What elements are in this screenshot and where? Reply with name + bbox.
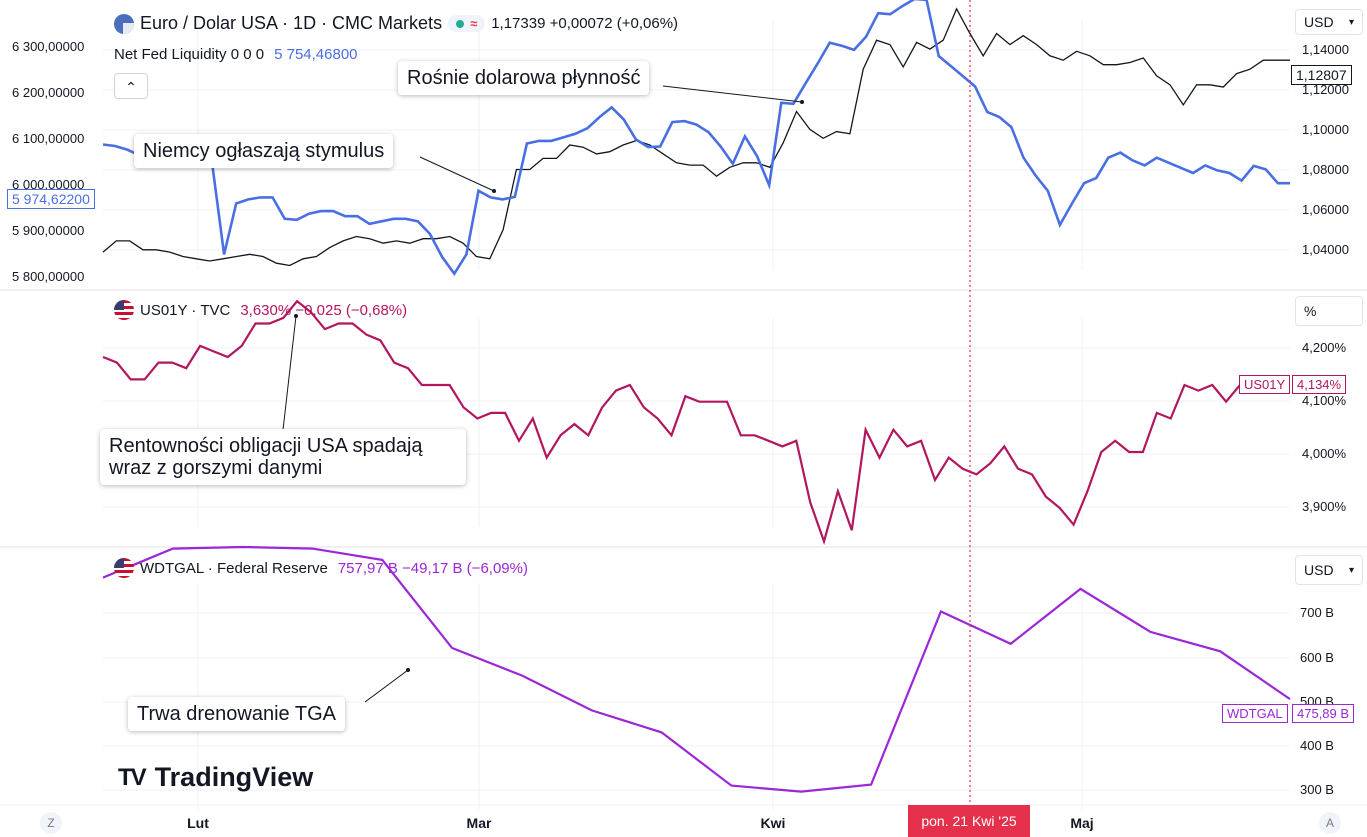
pane3-currency-selector[interactable]: USD ▾ [1295, 555, 1363, 585]
axis-tick-label: 4,100% [1302, 393, 1347, 408]
indicator-value: 5 754,46800 [274, 46, 358, 63]
tradingview-wordmark: TradingView [154, 762, 314, 792]
axis-tick-label: 1,12000 [1302, 82, 1349, 97]
anchor-dot [800, 100, 804, 104]
us01y-line [102, 299, 1241, 546]
symbol-title[interactable]: Euro / Dolar USA · 1D · CMC Markets [140, 13, 443, 33]
wdtgal-symbol-tag: WDTGAL [1222, 704, 1288, 723]
pane3-header: WDTGAL · Federal Reserve 757,97 B −49,17… [114, 558, 528, 578]
pane1-currency-selector[interactable]: USD ▾ [1295, 9, 1363, 35]
wdtgal-line [102, 545, 1291, 793]
axis-tick-label: 3,900% [1302, 499, 1347, 514]
indicator-legend[interactable]: Net Fed Liquidity 0 0 0 5 754,46800 [114, 46, 358, 63]
us01y-symbol-tag: US01Y [1239, 375, 1291, 394]
unit-label: % [1304, 303, 1317, 319]
tradingview-mark-icon: TV [118, 763, 147, 791]
axis-tick-label: 6 000,00000 [12, 177, 85, 192]
leader-line-liquidity [662, 85, 803, 103]
eur-flag-icon [114, 13, 134, 34]
pane1-grid [103, 20, 1290, 270]
symbol-quote: 1,17339 +0,00072 (+0,06%) [491, 15, 679, 32]
axis-tick-label: 4,200% [1302, 340, 1347, 355]
pane1-header: Euro / Dolar USA · 1D · CMC Markets ≈ 1,… [114, 13, 678, 34]
market-status-badge[interactable]: ≈ [448, 15, 486, 32]
time-axis-tick: Lut [187, 815, 209, 831]
time-axis-tick: Maj [1070, 815, 1094, 831]
axis-tick-label: 400 B [1300, 738, 1334, 753]
crosshair-date-label: pon. 21 Kwi '25 [908, 805, 1030, 837]
pane2-grid [103, 318, 1290, 527]
axis-tick-label: 1,08000 [1302, 162, 1349, 177]
symbol-title[interactable]: WDTGAL · Federal Reserve [140, 559, 328, 577]
axis-tick-label: 4,000% [1302, 446, 1347, 461]
axis-tick-label: 300 B [1300, 782, 1334, 797]
currency-label: USD [1304, 14, 1334, 30]
timezone-button[interactable]: Z [40, 812, 62, 834]
liquidity-price-tag: 5 974,62200 [7, 189, 95, 209]
us-flag-icon [114, 558, 134, 578]
wdtgal-price-tag: 475,89 B [1292, 704, 1355, 723]
axis-tick-label: 1,06000 [1302, 202, 1349, 217]
market-open-dot-icon [456, 19, 465, 28]
collapse-legend-button[interactable]: ⌃ [114, 73, 148, 99]
anchor-dot [406, 668, 410, 672]
eurusd-line [102, 7, 1290, 267]
leader-line-tga [364, 669, 409, 703]
us01y-price-tag: 4,134% [1292, 375, 1347, 394]
anchor-dot [492, 189, 496, 193]
axis-tick-label: 6 100,00000 [12, 131, 85, 146]
axis-tick-label: 700 B [1300, 605, 1334, 620]
leader-line-stimulus [419, 156, 495, 192]
axis-tick-label: 1,04000 [1302, 242, 1349, 257]
axis-tick-label: 5 900,00000 [12, 223, 85, 238]
auto-scale-button[interactable]: A [1319, 812, 1341, 834]
leader-line-yields [282, 315, 297, 431]
chevron-down-icon: ▾ [1348, 564, 1354, 576]
currency-label: USD [1304, 562, 1334, 578]
pane2-unit-box[interactable]: % [1295, 296, 1363, 326]
chevron-down-icon: ▾ [1348, 16, 1354, 28]
axis-tick-label: 600 B [1300, 650, 1334, 665]
pane2-header: US01Y · TVC 3,630% −0,025 (−0,68%) [114, 300, 407, 320]
axis-tick-label: 6 200,00000 [12, 85, 85, 100]
time-axis-tick: Mar [466, 815, 492, 831]
symbol-quote: 757,97 B −49,17 B (−6,09%) [337, 559, 528, 577]
anchor-dot [294, 314, 298, 318]
indicator-name: Net Fed Liquidity 0 0 0 [114, 46, 265, 63]
time-axis-tick: Kwi [760, 815, 786, 831]
net-fed-liquidity-line [102, 0, 1290, 277]
approx-icon: ≈ [470, 16, 478, 31]
axis-tick-label: 1,10000 [1302, 122, 1349, 137]
tradingview-logo[interactable]: TV TradingView [118, 762, 313, 793]
axis-tick-label: 6 300,00000 [12, 39, 85, 54]
callout-tga[interactable]: Trwa drenowanie TGA [128, 697, 345, 731]
axis-tick-label: 5 800,00000 [12, 269, 85, 284]
eurusd-price-tag: 1,12807 [1291, 65, 1352, 85]
axis-tick-label: 1,14000 [1302, 42, 1349, 57]
callout-yields[interactable]: Rentowności obligacji USA spadają wraz z… [100, 429, 466, 485]
callout-liquidity[interactable]: Rośnie dolarowa płynność [398, 61, 650, 95]
symbol-title[interactable]: US01Y · TVC [140, 301, 231, 319]
us-flag-icon [114, 300, 134, 320]
callout-stimulus[interactable]: Niemcy ogłaszają stymulus [134, 134, 394, 168]
symbol-quote: 3,630% −0,025 (−0,68%) [240, 301, 408, 319]
